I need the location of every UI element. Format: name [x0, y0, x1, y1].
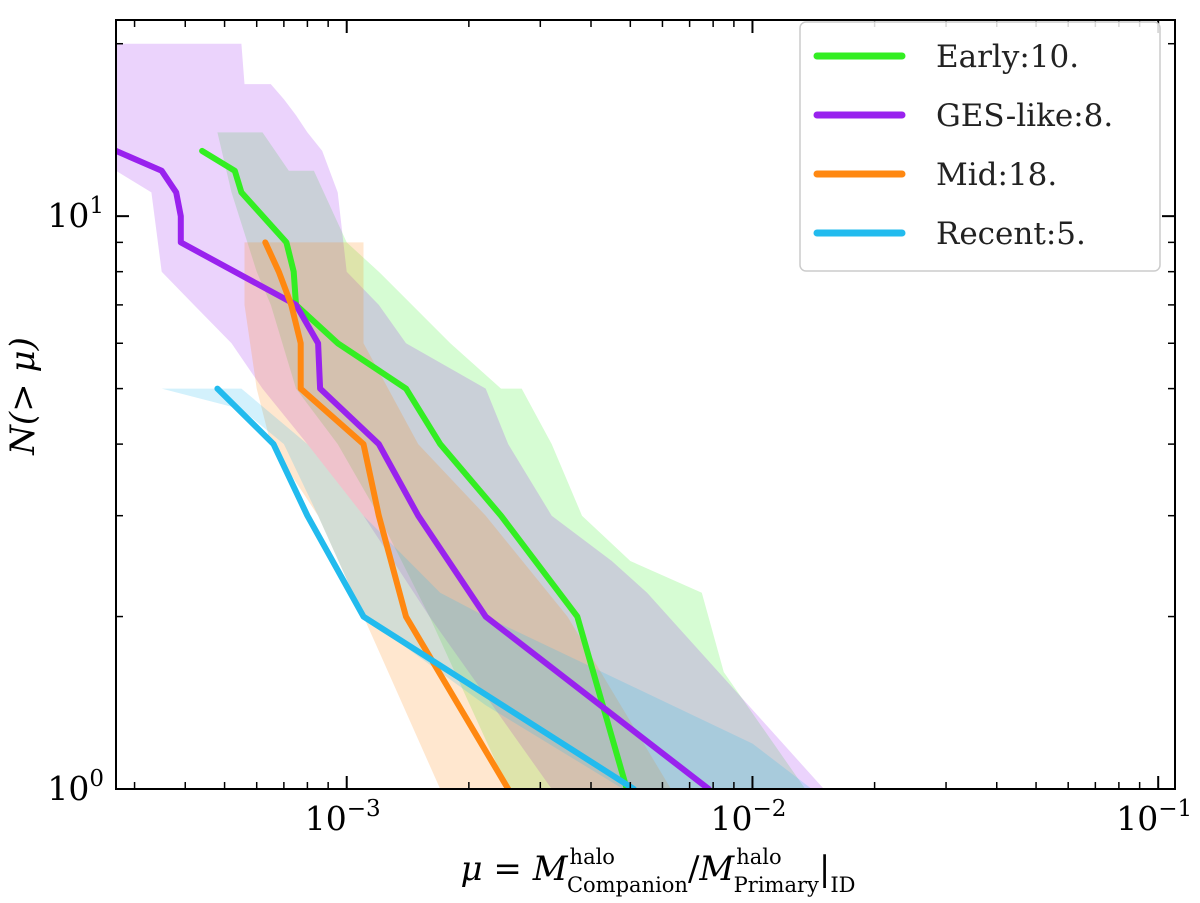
line-mid: [262, 239, 512, 789]
x-tick-label: 10−3: [305, 796, 381, 838]
x-tick-label: 10−1: [1116, 796, 1192, 838]
line-recent: [214, 385, 637, 789]
plot-frame: [115, 19, 1176, 790]
x-axis-label: μ = Mhalo Companion/Mhalo Primary|ID: [461, 845, 856, 897]
y-axis-label: N(> μ): [3, 337, 43, 456]
line-early: [199, 147, 630, 789]
line-ges-like: [116, 147, 712, 789]
legend-label-mid: Mid:18.: [936, 157, 1057, 193]
band-early: [217, 132, 806, 789]
legend-label-early: Early:10.: [936, 39, 1079, 75]
x-tick-label: 10−2: [711, 796, 787, 838]
axes: [115, 19, 1176, 790]
y-tick-label: 101: [47, 193, 104, 235]
y-tick-label: 100: [47, 766, 104, 808]
legend-label-ges-like: GES-like:8.: [936, 98, 1113, 134]
band-ges-like: [116, 43, 824, 789]
tick-labels: 10−3 10−2 10−1 100 101: [47, 193, 1192, 838]
legend-label-recent: Recent:5.: [936, 216, 1086, 252]
legend-frame: [799, 21, 1161, 272]
band-recent: [145, 388, 812, 789]
band-mid: [244, 242, 671, 789]
legend: Early:10. GES-like:8. Mid:18. Recent:5.: [799, 21, 1161, 272]
series-lines: [116, 147, 712, 789]
confidence-bands: [116, 43, 824, 789]
